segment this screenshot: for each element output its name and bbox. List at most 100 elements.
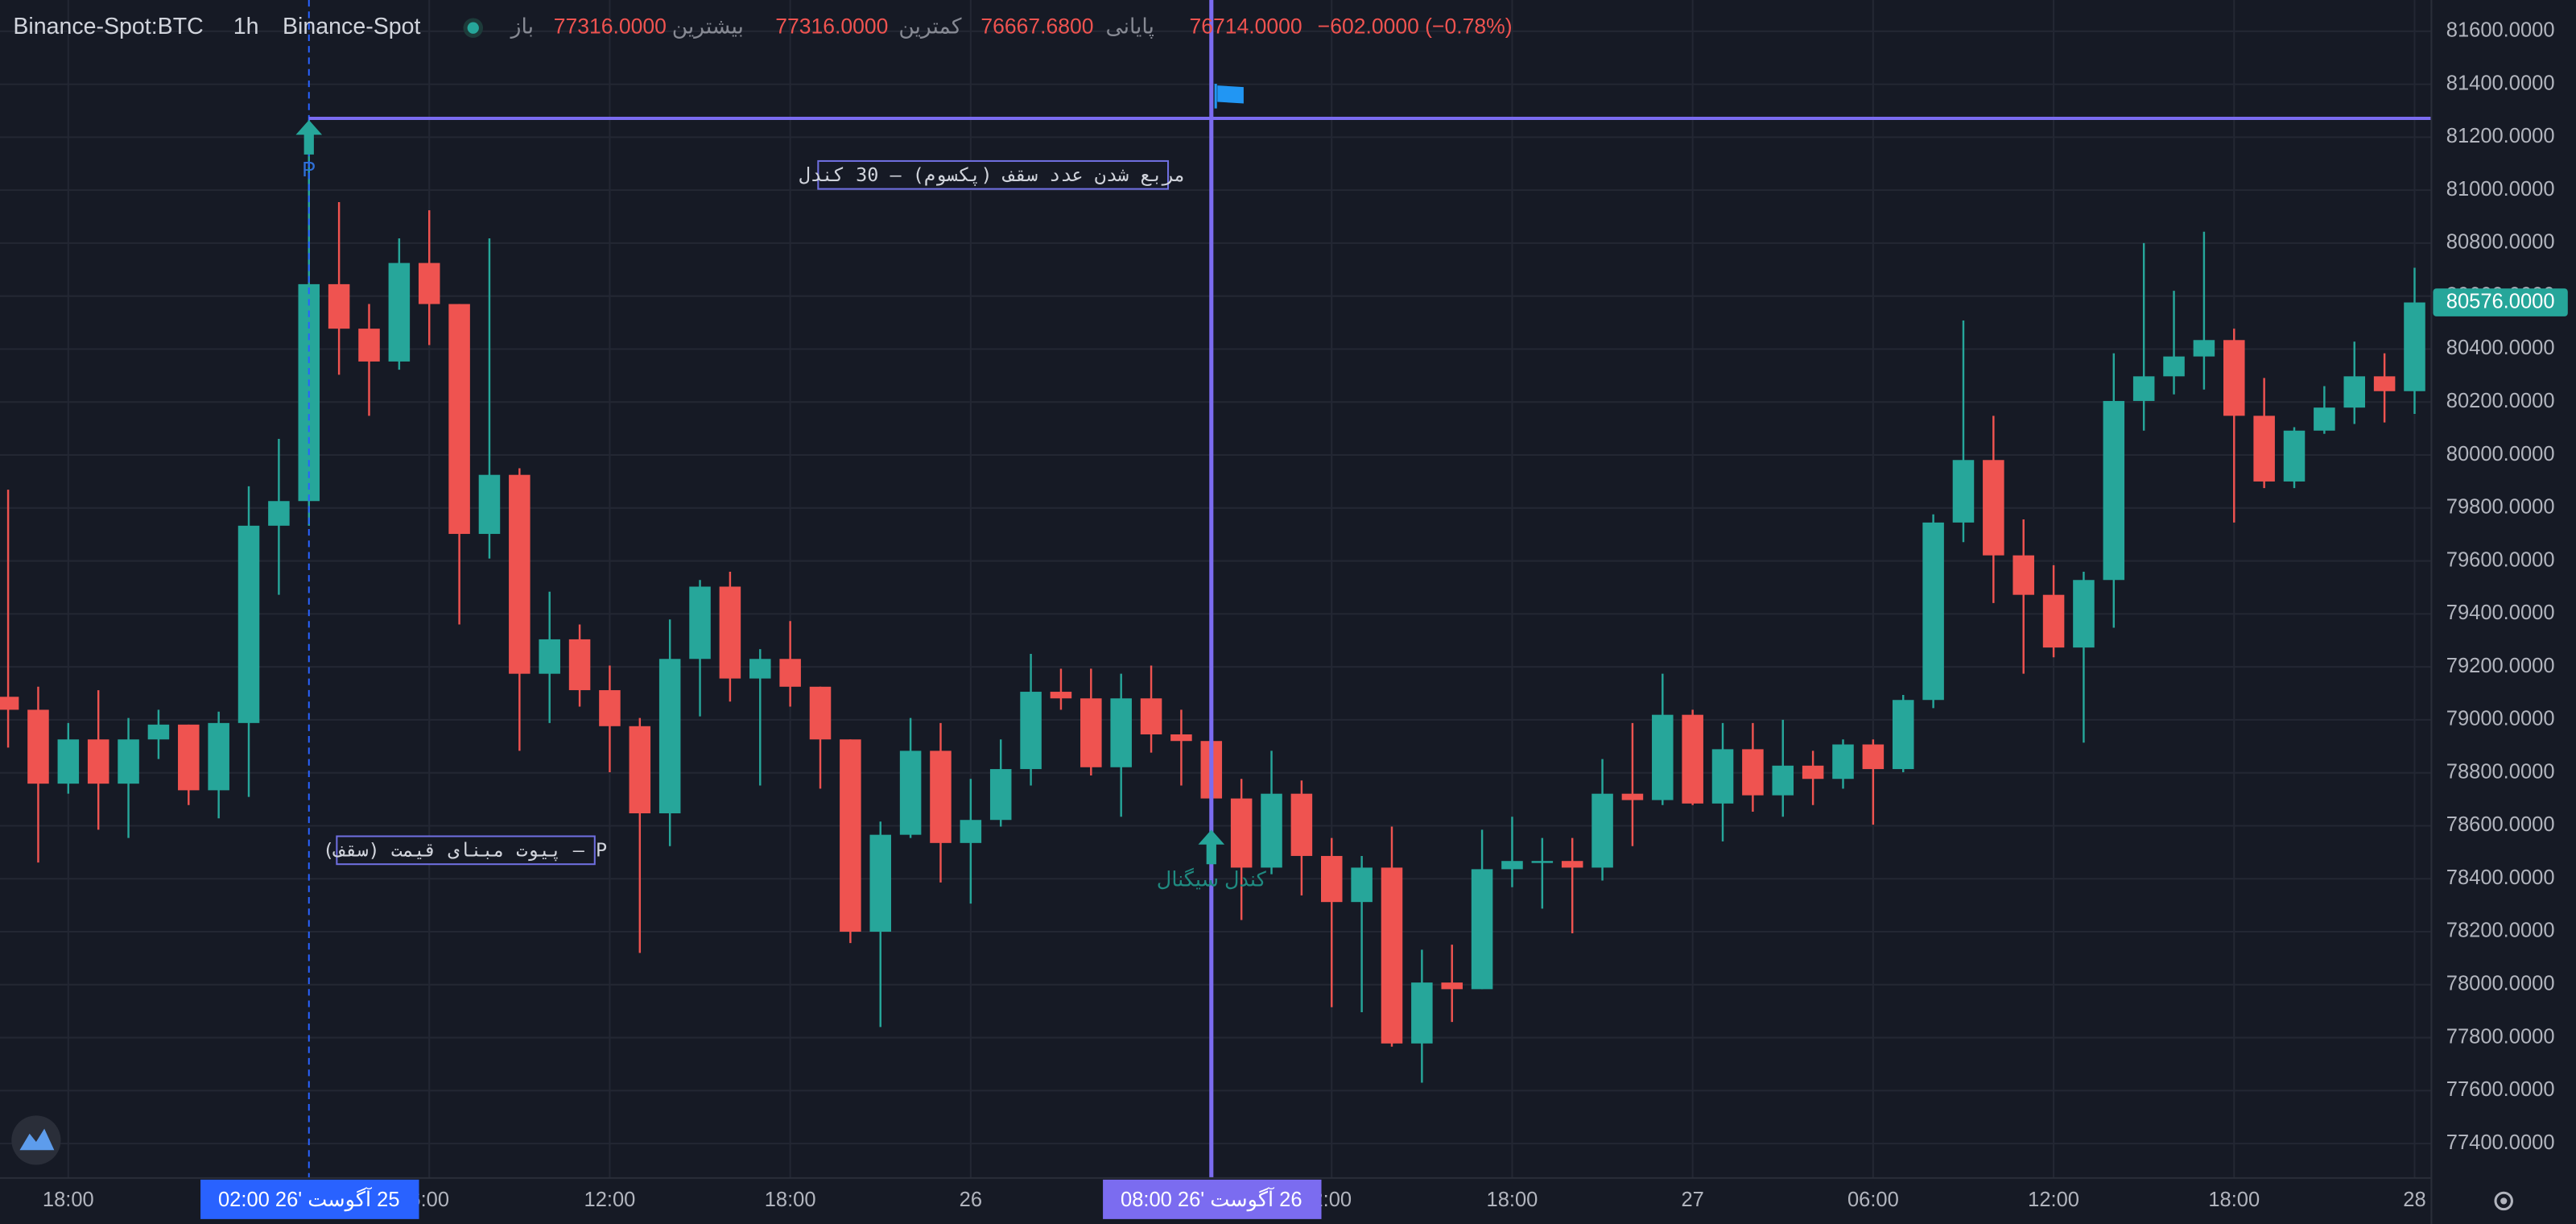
- open-value: 77316.0000: [554, 14, 667, 39]
- candle-body: [960, 820, 982, 843]
- x-tick-label: 28: [2403, 1189, 2425, 1211]
- y-tick-label: 78800.0000: [2446, 760, 2555, 783]
- settings-icon[interactable]: [2494, 1191, 2513, 1211]
- last-price-label: 80576.0000: [2446, 290, 2555, 312]
- y-tick-label: 77400.0000: [2446, 1131, 2555, 1154]
- candle-body: [1802, 765, 1824, 779]
- axes: 77400.0000 77600.0000 77800.0000 78000.0000…: [43, 19, 2568, 1219]
- marker-label: کندل سیگنال: [1157, 867, 1267, 891]
- candle-body: [1892, 700, 1914, 770]
- candle-body: [147, 724, 170, 740]
- flag-icon: [1214, 84, 1244, 109]
- candle-body: [2253, 416, 2275, 482]
- candle-body: [568, 639, 591, 691]
- crosshair-label-box: [1103, 1179, 1322, 1219]
- candle-body: [2343, 376, 2366, 408]
- candle-body: [1110, 698, 1132, 767]
- candle-body: [2073, 580, 2095, 648]
- candle-body: [358, 329, 380, 362]
- candle-body: [1621, 793, 1644, 800]
- logo[interactable]: [11, 1115, 61, 1165]
- candle-body: [118, 739, 139, 784]
- candle-body: [1832, 744, 1854, 779]
- open-label: باز: [510, 14, 534, 39]
- candle-body: [1140, 698, 1162, 734]
- y-tick-label: 81400.0000: [2446, 72, 2555, 94]
- y-tick-label: 77800.0000: [2446, 1025, 2555, 1048]
- candle-body: [1952, 460, 1975, 523]
- candle-body: [0, 697, 19, 710]
- y-tick-label: 80400.0000: [2446, 337, 2555, 359]
- candle-body: [87, 739, 109, 784]
- y-tick-label: 81000.0000: [2446, 178, 2555, 201]
- candle-body: [1983, 460, 2004, 556]
- candle-body: [1862, 744, 1885, 770]
- candle-body: [237, 525, 260, 723]
- candle-body: [689, 586, 711, 660]
- candle-body: [178, 724, 200, 791]
- candle-body: [539, 639, 560, 674]
- high-value: 77316.0000: [775, 14, 888, 39]
- grid: [0, 0, 2432, 1178]
- plot: P کندل سیگنال: [0, 0, 2432, 1178]
- candle-body: [899, 751, 922, 835]
- close-value: 76714.0000: [1190, 14, 1302, 39]
- y-tick-label: 80000.0000: [2446, 443, 2555, 465]
- low-label: کمترین: [898, 14, 962, 39]
- candle-body: [2404, 302, 2425, 391]
- x-tick-label: 18:00: [1487, 1189, 1538, 1211]
- crosshair-label: 26 آگوست '26 08:00: [1121, 1187, 1302, 1212]
- exchange: Binance-Spot: [283, 14, 420, 39]
- candle-body: [1922, 522, 1944, 701]
- annotation-text: P — پیوت مبنای قیمت (سقف): [323, 838, 607, 861]
- candle-body: [1050, 692, 1072, 699]
- y-tick-label: 81200.0000: [2446, 125, 2555, 147]
- x-tick-label: 18:00: [2208, 1189, 2260, 1211]
- signal-arrow: [1198, 829, 1225, 865]
- y-tick-label: 78400.0000: [2446, 866, 2555, 889]
- candle-body: [2283, 430, 2306, 482]
- candle-body: [719, 586, 741, 679]
- candle-body: [2373, 376, 2396, 391]
- y-tick-label: 80200.0000: [2446, 390, 2555, 412]
- candle-body: [779, 659, 801, 687]
- crosshair-label: 25 آگوست '26 02:00: [218, 1187, 400, 1212]
- candle-body: [27, 709, 49, 784]
- x-tick-label: 18:00: [765, 1189, 816, 1211]
- candle-body: [208, 722, 229, 791]
- candle-body: [1591, 793, 1613, 868]
- candle-body: [388, 263, 411, 362]
- annotation-box: مربع شدن عدد سقف (پکسوم) — 30 کندل: [799, 159, 1186, 190]
- x-tick-label: 06:00: [1847, 1189, 1899, 1211]
- candle-body: [2013, 555, 2034, 595]
- candle-body: [1320, 855, 1343, 903]
- candle-body: [1411, 982, 1433, 1044]
- y-tick-label: 81600.0000: [2446, 19, 2555, 42]
- candle-body: [629, 726, 651, 814]
- signal-arrow: [295, 119, 323, 155]
- candle-body: [2132, 376, 2155, 401]
- candle-body: [1261, 793, 1282, 868]
- candle-body: [2314, 407, 2335, 431]
- candle-body: [2193, 340, 2215, 357]
- candle-body: [1772, 765, 1794, 796]
- candle-body: [749, 659, 771, 679]
- candle-body: [1170, 734, 1192, 742]
- candle-body: [1742, 749, 1764, 796]
- y-tick-label: 79000.0000: [2446, 708, 2555, 730]
- candle-body: [2223, 340, 2245, 416]
- candle-body: [448, 304, 470, 535]
- candle-body: [57, 739, 80, 784]
- candle-body: [418, 263, 440, 304]
- annotation-box: P — پیوت مبنای قیمت (سقف): [323, 835, 607, 866]
- candle-body: [1471, 869, 1493, 990]
- crosshair-label-box: [200, 1179, 419, 1219]
- x-tick-label: 12:00: [584, 1189, 636, 1211]
- candle-body: [2103, 400, 2125, 581]
- x-tick-label: 26: [960, 1189, 982, 1211]
- status-dot: [467, 22, 479, 34]
- close-label: پایانی: [1105, 14, 1154, 39]
- y-tick-label: 80800.0000: [2446, 231, 2555, 254]
- candle-body: [328, 283, 350, 329]
